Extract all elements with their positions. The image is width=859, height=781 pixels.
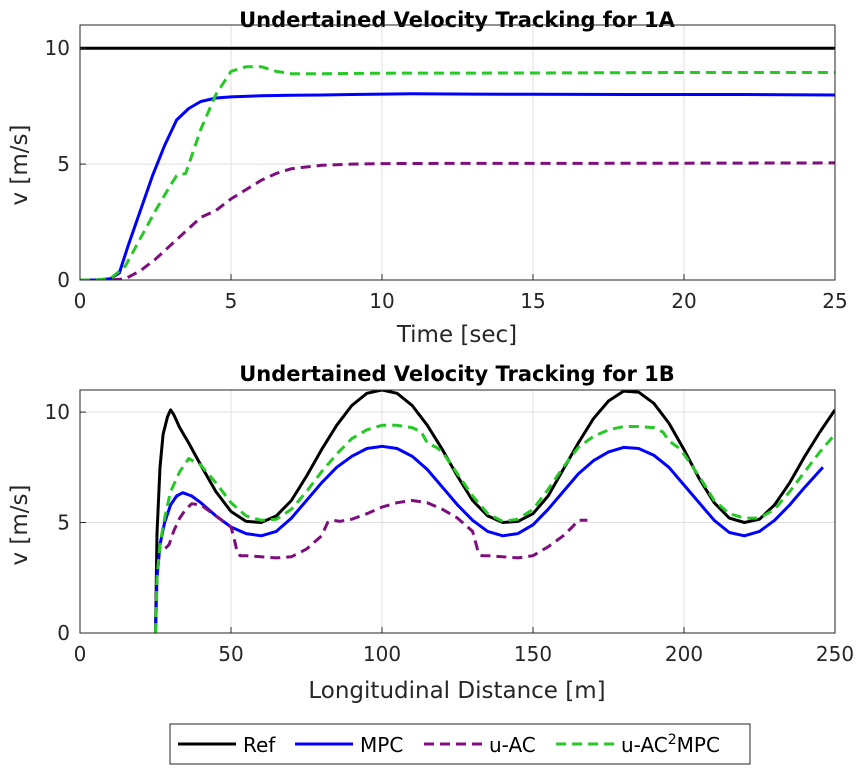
x-tick-label: 150 [514,642,552,666]
legend-entry-uac2mpc: u-AC2MPC [556,732,720,757]
x-tick-label: 10 [369,289,394,313]
x-tick-label: 5 [225,289,238,313]
series-line-uac [154,499,588,633]
chart-1a: Undertained Velocity Tracking for 1A 0 5 1… [7,8,848,348]
chart-1b-xlabel: Longitudinal Distance [m] [308,678,605,704]
legend-label-uac2mpc: u-AC2MPC [621,732,720,757]
x-tick-label: 20 [671,289,696,313]
y-tick-label: 0 [57,268,70,292]
chart-1a-plot-area [80,46,835,280]
legend-label-mpc: MPC [360,733,403,757]
legend-label-ref: Ref [243,733,276,757]
legend-entry-mpc: MPC [295,733,403,757]
chart-1a-ticks: 0 5 10 15 20 25 0 5 10 [45,36,848,313]
legend-entry-uac: u-AC [424,733,536,757]
chart-1b-title: Undertained Velocity Tracking for 1B [239,362,675,386]
chart-1b-axes [79,389,836,634]
x-tick-label: 0 [74,642,87,666]
x-tick-label: 15 [520,289,545,313]
y-tick-label: 10 [45,400,70,424]
legend-entry-ref: Ref [178,733,276,757]
series-line-mpc [80,92,835,280]
chart-1b: Undertained Velocity Tracking for 1B 0 50… [7,362,854,704]
series-line-uac [80,161,835,280]
y-tick-label: 0 [57,621,70,645]
chart-1b-plot-area [154,390,835,633]
chart-1a-title: Undertained Velocity Tracking for 1A [239,8,676,32]
x-tick-label: 200 [665,642,703,666]
x-tick-label: 0 [74,289,87,313]
series-line-uac2mpc [80,65,835,280]
y-tick-label: 5 [57,152,70,176]
x-tick-label: 100 [363,642,401,666]
y-tick-label: 10 [45,36,70,60]
x-tick-label: 50 [218,642,243,666]
chart-1b-ticks: 0 50 100 150 200 250 0 5 10 [45,400,855,666]
legend: Ref MPC u-AC u-AC2MPC [169,723,751,765]
chart-1b-ylabel: v [m/s] [7,484,33,565]
series-line-mpc [154,444,825,633]
y-tick-label: 5 [57,511,70,535]
x-tick-label: 25 [822,289,847,313]
chart-1a-xlabel: Time [sec] [396,322,517,348]
x-tick-label: 250 [816,642,854,666]
legend-label-uac: u-AC [489,733,536,757]
series-line-uac2mpc [154,423,835,633]
chart-1a-ylabel: v [m/s] [7,124,33,205]
chart-1a-axes [79,24,836,281]
